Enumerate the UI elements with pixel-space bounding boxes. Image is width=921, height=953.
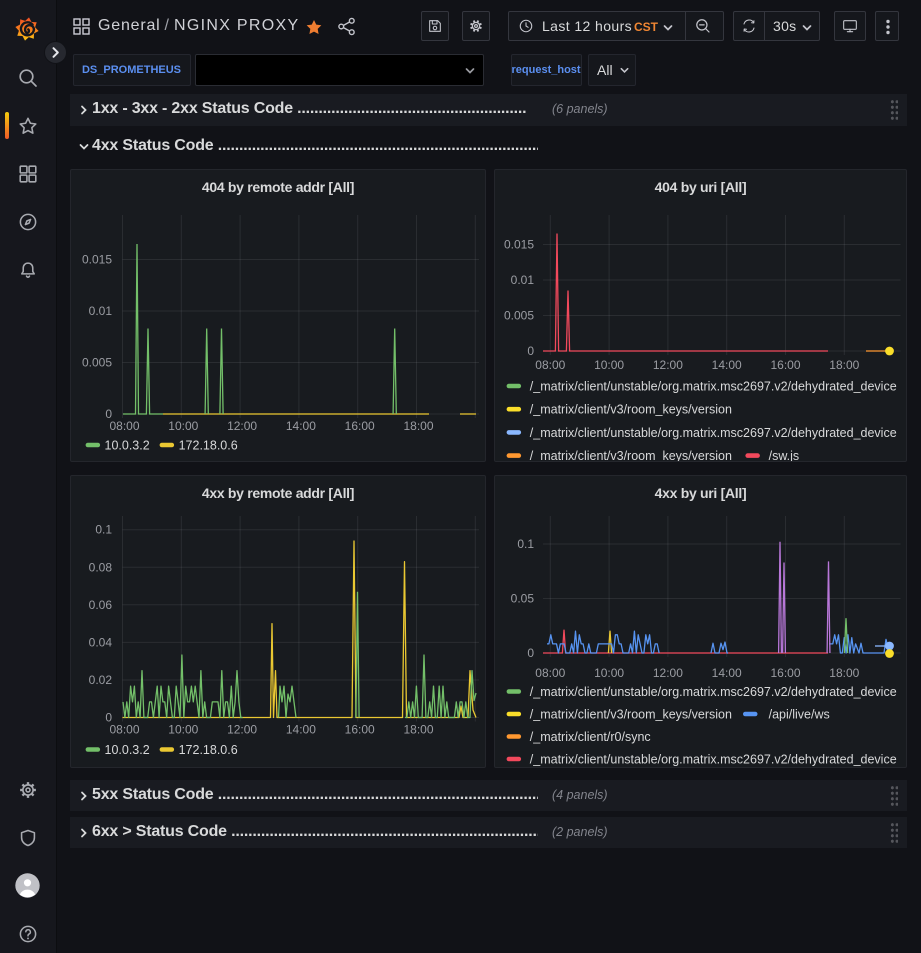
svg-text:0.1: 0.1 [517, 537, 534, 551]
svg-text:16:00: 16:00 [345, 419, 375, 433]
svg-text:/_matrix/client/unstable/org.m: /_matrix/client/unstable/org.matrix.msc2… [530, 685, 897, 699]
svg-text:/_matrix/client/unstable/org.m: /_matrix/client/unstable/org.matrix.msc2… [530, 426, 897, 440]
svg-text:14:00: 14:00 [286, 723, 316, 737]
svg-text:08:00: 08:00 [535, 666, 565, 680]
svg-text:/_matrix/client/v3/room_keys/v: /_matrix/client/v3/room_keys/version [530, 708, 732, 722]
svg-text:0.005: 0.005 [504, 309, 534, 323]
svg-text:172.18.0.6: 172.18.0.6 [179, 743, 238, 757]
svg-text:/_matrix/client/unstable/org.m: /_matrix/client/unstable/org.matrix.msc2… [530, 753, 897, 767]
svg-text:18:00: 18:00 [403, 419, 433, 433]
svg-text:/_matrix/client/unstable/org.m: /_matrix/client/unstable/org.matrix.msc2… [530, 380, 897, 394]
svg-text:0: 0 [105, 407, 112, 421]
svg-text:/api/live/ws: /api/live/ws [769, 708, 830, 722]
svg-text:10:00: 10:00 [168, 723, 198, 737]
svg-text:12:00: 12:00 [227, 723, 257, 737]
svg-text:172.18.0.6: 172.18.0.6 [179, 439, 238, 453]
svg-text:14:00: 14:00 [286, 419, 316, 433]
svg-text:08:00: 08:00 [535, 358, 565, 372]
svg-text:18:00: 18:00 [403, 723, 433, 737]
svg-text:0: 0 [527, 344, 534, 358]
svg-text:0.005: 0.005 [82, 356, 112, 370]
svg-text:/_matrix/client/v3/room_keys/v: /_matrix/client/v3/room_keys/version [530, 403, 732, 417]
svg-text:0.08: 0.08 [89, 560, 113, 574]
svg-text:/_matrix/client/v3/room_keys/v: /_matrix/client/v3/room_keys/version [530, 449, 732, 462]
svg-text:14:00: 14:00 [712, 666, 742, 680]
svg-text:/_matrix/client/r0/sync: /_matrix/client/r0/sync [530, 730, 651, 744]
svg-text:12:00: 12:00 [653, 666, 683, 680]
svg-text:12:00: 12:00 [653, 358, 683, 372]
svg-text:0.04: 0.04 [89, 635, 113, 649]
svg-text:0.01: 0.01 [89, 304, 113, 318]
svg-text:10:00: 10:00 [594, 358, 624, 372]
svg-text:10.0.3.2: 10.0.3.2 [105, 743, 150, 757]
svg-text:0.06: 0.06 [89, 598, 113, 612]
svg-text:10:00: 10:00 [168, 419, 198, 433]
svg-text:16:00: 16:00 [345, 723, 375, 737]
svg-text:0.1: 0.1 [95, 523, 112, 537]
svg-text:0.015: 0.015 [82, 253, 112, 267]
svg-text:0.02: 0.02 [89, 673, 113, 687]
svg-text:16:00: 16:00 [770, 666, 800, 680]
svg-text:10.0.3.2: 10.0.3.2 [105, 439, 150, 453]
svg-text:18:00: 18:00 [829, 358, 859, 372]
svg-text:14:00: 14:00 [712, 358, 742, 372]
svg-text:08:00: 08:00 [109, 419, 139, 433]
svg-text:10:00: 10:00 [594, 666, 624, 680]
svg-text:/sw.js: /sw.js [769, 449, 800, 462]
svg-text:16:00: 16:00 [770, 358, 800, 372]
svg-text:0: 0 [527, 646, 534, 660]
svg-text:0.01: 0.01 [511, 273, 535, 287]
svg-text:08:00: 08:00 [109, 723, 139, 737]
svg-text:0.05: 0.05 [511, 592, 535, 606]
svg-text:18:00: 18:00 [829, 666, 859, 680]
svg-text:0: 0 [105, 711, 112, 725]
svg-text:12:00: 12:00 [227, 419, 257, 433]
svg-text:0.015: 0.015 [504, 238, 534, 252]
